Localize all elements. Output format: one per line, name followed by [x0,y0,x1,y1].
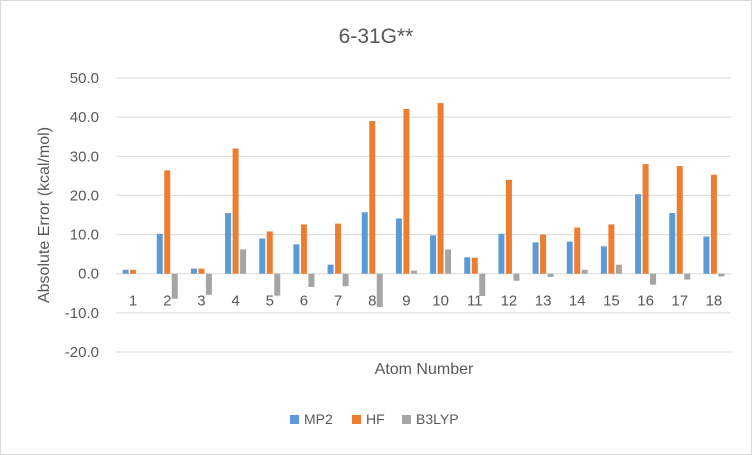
bar-mp2-14 [566,241,573,274]
bar-hf-15 [608,224,615,274]
legend-swatch-mp2 [290,415,299,424]
bar-hf-18 [710,174,717,274]
bar-mp2-12 [498,233,505,274]
x-category-label: 14 [569,293,586,310]
bar-hf-17 [676,166,683,274]
bar-mp2-5 [259,238,266,274]
bar-hf-13 [540,234,547,274]
legend-swatch-b3lyp [402,415,411,424]
bar-hf-8 [369,121,376,274]
x-category-label: 16 [637,293,654,310]
x-category-label: 9 [402,293,410,310]
bar-hf-6 [300,224,307,274]
x-category-label: 10 [432,293,449,310]
x-axis-title: Atom Number [375,361,474,378]
x-axis-category-labels: 1 2 3 4 5 6 7 8 9 10 11 12 13 14 15 16 17 18 [129,293,722,310]
bar-mp2-7 [327,264,334,274]
x-category-label: 18 [706,293,723,310]
x-category-label: 12 [501,293,518,310]
y-tick-label: 0.0 [78,266,99,283]
y-tick-label: -20.0 [65,344,99,361]
bar-mp2-10 [430,235,437,274]
x-category-label: 13 [535,293,552,310]
bar-b3lyp-3 [205,273,212,295]
x-category-label: 5 [266,293,274,310]
bar-b3lyp-17 [684,273,691,280]
y-tick-label: 50.0 [70,70,99,87]
legend-label-mp2: MP2 [304,411,333,427]
bar-b3lyp-5 [274,273,281,296]
gridlines [116,77,731,353]
bar-hf-5 [266,231,273,274]
x-category-label: 8 [368,293,376,310]
y-tick-label: -10.0 [65,305,99,322]
bar-b3lyp-7 [342,273,349,287]
legend-label-b3lyp: B3LYP [416,411,459,427]
y-tick-label: 30.0 [70,148,99,165]
legend-swatch-hf [352,415,361,424]
bar-b3lyp-8 [376,273,383,307]
y-tick-label: 10.0 [70,227,99,244]
bar-b3lyp-6 [308,273,315,288]
x-category-label: 6 [300,293,308,310]
bar-hf-4 [232,148,239,274]
bar-hf-10 [437,103,444,274]
bar-b3lyp-2 [171,273,178,299]
bar-mp2-6 [293,244,300,274]
bar-mp2-13 [532,242,539,274]
x-category-label: 7 [334,293,342,310]
bar-mp2-17 [669,213,676,274]
bar-mp2-18 [703,236,710,274]
bar-b3lyp-9 [410,270,417,274]
bar-b3lyp-11 [479,273,486,297]
x-category-label: 17 [671,293,688,310]
bar-mp2-2 [156,233,163,274]
legend-label-hf: HF [366,411,385,427]
bar-hf-3 [198,268,205,274]
y-tick-label: 20.0 [70,187,99,204]
bars [122,103,725,307]
bar-b3lyp-15 [615,264,622,274]
chart-title: 6-31G** [339,25,414,48]
bar-mp2-8 [361,212,368,274]
x-category-label: 11 [467,293,483,310]
bar-b3lyp-13 [547,273,554,277]
bar-mp2-9 [395,218,402,274]
bar-mp2-1 [122,269,129,274]
x-category-label: 2 [163,293,171,310]
bar-mp2-3 [190,268,197,274]
bar-mp2-15 [600,246,607,274]
bar-b3lyp-16 [650,273,657,285]
bar-hf-9 [403,108,410,274]
x-category-label: 4 [231,293,239,310]
bar-b3lyp-14 [581,269,588,274]
x-category-label: 1 [129,293,137,310]
bar-hf-1 [130,269,137,274]
bar-b3lyp-12 [513,273,520,281]
bar-hf-16 [642,164,649,274]
bar-b3lyp-10 [445,249,452,274]
bar-b3lyp-18 [718,273,725,277]
x-category-label: 3 [197,293,205,310]
y-tick-label: 40.0 [70,109,99,126]
bar-hf-7 [335,223,342,274]
legend: MP2 HF B3LYP [290,411,459,427]
bar-hf-12 [505,179,512,274]
bar-hf-2 [164,170,171,274]
x-category-label: 15 [603,293,620,310]
bar-hf-14 [574,227,581,274]
bar-mp2-16 [635,194,642,274]
y-axis-title: Absolute Error (kcal/mol) [36,127,53,303]
bar-mp2-11 [464,257,471,274]
bar-hf-11 [471,257,478,274]
y-axis-ticks: -20.0 -10.0 0.0 10.0 20.0 30.0 40.0 50.0 [65,70,99,361]
bar-mp2-4 [225,213,232,274]
bar-b3lyp-4 [240,249,247,274]
